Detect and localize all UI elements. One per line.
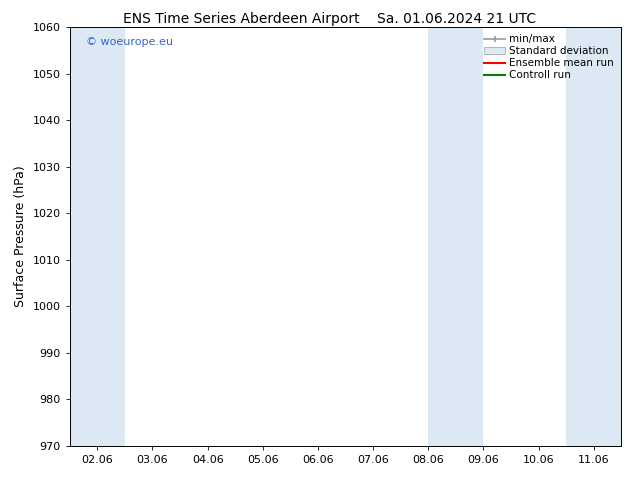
Y-axis label: Surface Pressure (hPa): Surface Pressure (hPa) — [14, 166, 27, 307]
Legend: min/max, Standard deviation, Ensemble mean run, Controll run: min/max, Standard deviation, Ensemble me… — [482, 32, 616, 83]
Bar — [428, 27, 483, 446]
Bar — [566, 27, 621, 446]
Text: Sa. 01.06.2024 21 UTC: Sa. 01.06.2024 21 UTC — [377, 12, 536, 26]
Bar — [70, 27, 125, 446]
Text: © woeurope.eu: © woeurope.eu — [86, 37, 173, 48]
Text: ENS Time Series Aberdeen Airport: ENS Time Series Aberdeen Airport — [122, 12, 359, 26]
